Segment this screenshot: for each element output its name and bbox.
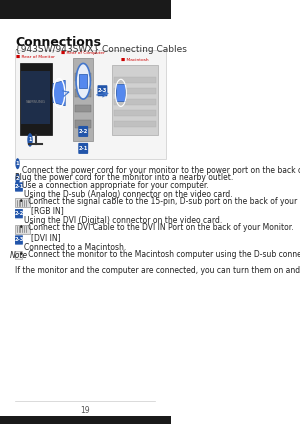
FancyBboxPatch shape — [15, 225, 30, 234]
Text: [RGB IN]: [RGB IN] — [31, 206, 64, 215]
Text: 2-1: 2-1 — [79, 146, 88, 151]
FancyBboxPatch shape — [113, 88, 156, 94]
Text: 2-1: 2-1 — [14, 184, 24, 190]
Text: 2: 2 — [16, 176, 20, 181]
FancyBboxPatch shape — [78, 143, 88, 154]
FancyBboxPatch shape — [112, 65, 158, 135]
Polygon shape — [53, 80, 65, 106]
Text: •  Connect the monitor to the Macintosh computer using the D-sub connection cabl: • Connect the monitor to the Macintosh c… — [19, 250, 300, 259]
FancyBboxPatch shape — [15, 50, 166, 159]
FancyBboxPatch shape — [113, 121, 156, 127]
Text: Use a connection appropriate for your computer.: Use a connection appropriate for your co… — [22, 181, 208, 190]
Text: Using the DVI (Digital) connector on the video card.: Using the DVI (Digital) connector on the… — [24, 216, 223, 225]
Text: ■ Macintosh: ■ Macintosh — [121, 58, 149, 61]
Text: 2-2: 2-2 — [14, 211, 24, 216]
Text: Connections: Connections — [15, 36, 101, 49]
Text: 2-3: 2-3 — [14, 237, 24, 243]
Text: 2-3: 2-3 — [98, 88, 107, 93]
Circle shape — [27, 133, 33, 147]
FancyBboxPatch shape — [75, 73, 91, 81]
Text: [DVI IN]: [DVI IN] — [31, 233, 61, 242]
FancyBboxPatch shape — [20, 63, 52, 135]
FancyBboxPatch shape — [0, 0, 171, 19]
Text: Using the D-sub (Analog) connector on the video card.: Using the D-sub (Analog) connector on th… — [24, 190, 233, 198]
Circle shape — [15, 173, 20, 184]
FancyBboxPatch shape — [15, 209, 23, 218]
FancyBboxPatch shape — [15, 198, 30, 207]
Text: Plug the power cord for the monitor into a nearby outlet.: Plug the power cord for the monitor into… — [15, 173, 234, 182]
FancyBboxPatch shape — [75, 105, 91, 112]
Text: •  Connect the signal cable to the 15-pin, D-sub port on the back of your monito: • Connect the signal cable to the 15-pin… — [19, 197, 300, 206]
Circle shape — [15, 158, 20, 169]
Text: 1: 1 — [16, 161, 20, 166]
FancyBboxPatch shape — [113, 77, 156, 83]
FancyBboxPatch shape — [116, 84, 125, 101]
Text: If the monitor and the computer are connected, you can turn them on and use them: If the monitor and the computer are conn… — [15, 266, 300, 275]
FancyBboxPatch shape — [0, 416, 171, 424]
FancyBboxPatch shape — [79, 75, 88, 88]
FancyBboxPatch shape — [75, 120, 91, 128]
FancyBboxPatch shape — [98, 85, 107, 96]
Text: 19: 19 — [80, 406, 90, 415]
FancyBboxPatch shape — [15, 235, 23, 245]
Text: •  Connect the DVI Cable to the DVI IN Port on the back of your Monitor.: • Connect the DVI Cable to the DVI IN Po… — [19, 223, 293, 232]
Text: {943SW/943SWX} Connecting Cables: {943SW/943SWX} Connecting Cables — [15, 45, 187, 54]
FancyBboxPatch shape — [78, 126, 88, 137]
FancyBboxPatch shape — [113, 110, 156, 116]
Text: Connect the power cord for your monitor to the power port on the back of the mon: Connect the power cord for your monitor … — [22, 166, 300, 175]
Text: 2-2: 2-2 — [79, 129, 88, 134]
FancyBboxPatch shape — [15, 182, 23, 192]
FancyBboxPatch shape — [113, 99, 156, 105]
FancyBboxPatch shape — [74, 58, 93, 141]
Text: Note: Note — [10, 251, 28, 260]
Text: Connected to a Macintosh.: Connected to a Macintosh. — [24, 243, 127, 251]
Text: ■ Rear of Computer: ■ Rear of Computer — [61, 51, 105, 55]
FancyBboxPatch shape — [15, 251, 22, 259]
Circle shape — [76, 64, 90, 99]
Text: ■ Rear of Monitor: ■ Rear of Monitor — [16, 56, 55, 59]
Text: 1: 1 — [28, 137, 32, 142]
Text: SAMSUNG: SAMSUNG — [26, 100, 46, 104]
FancyBboxPatch shape — [75, 89, 91, 97]
FancyBboxPatch shape — [21, 71, 50, 124]
